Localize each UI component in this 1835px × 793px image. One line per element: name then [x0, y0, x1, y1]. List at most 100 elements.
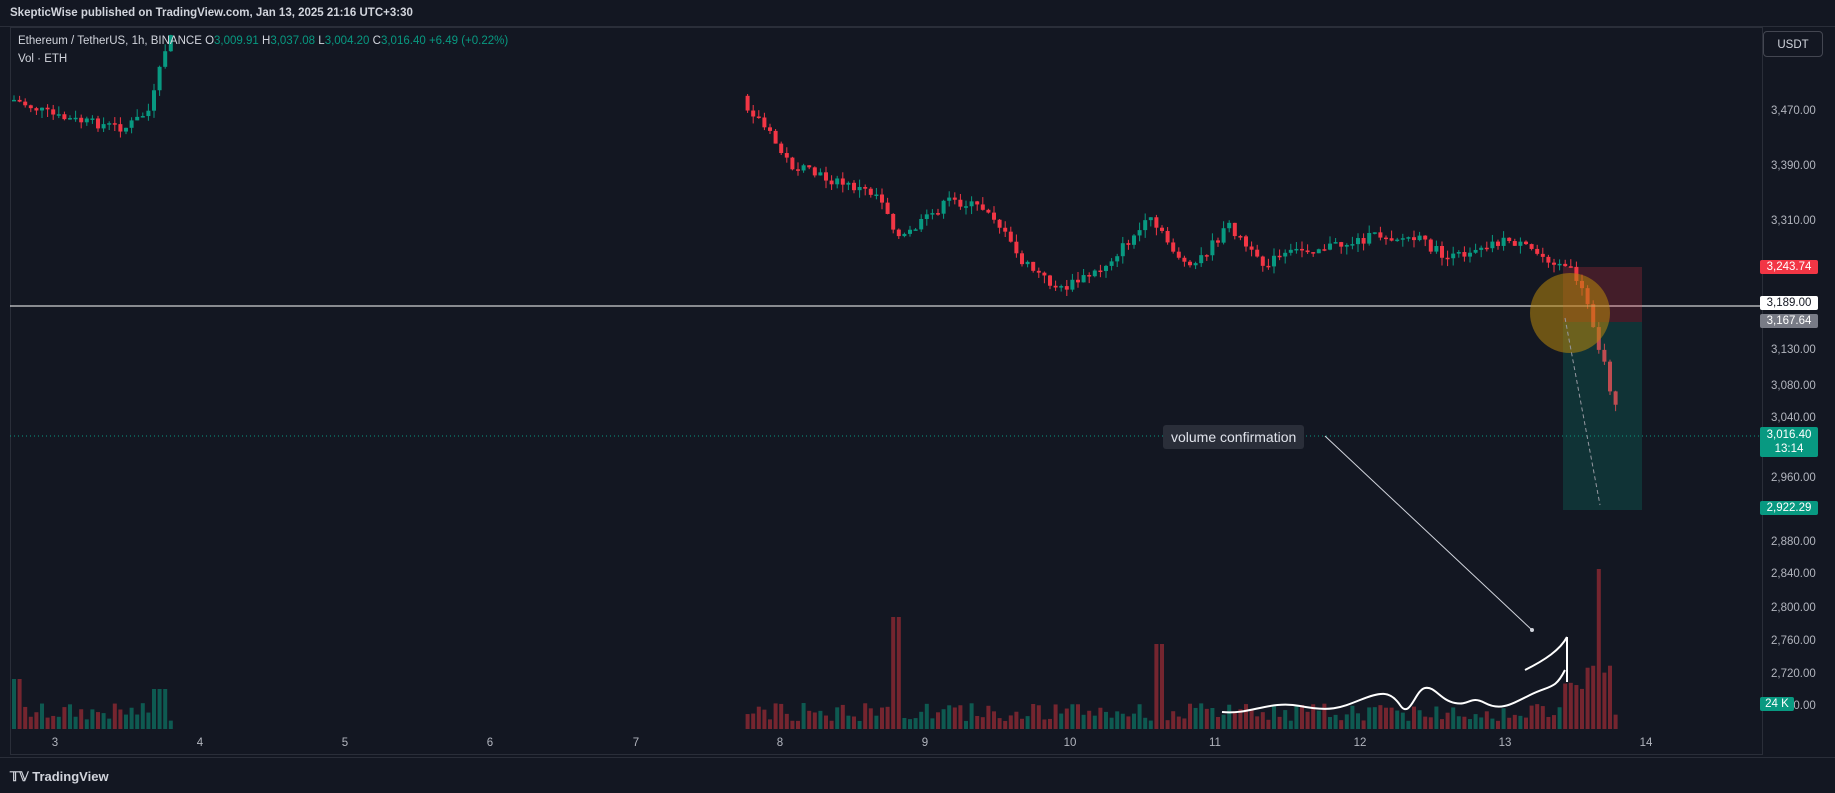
volume-bar	[1014, 711, 1019, 729]
candle-body	[1081, 275, 1086, 283]
symbol-name[interactable]: Ethereum / TetherUS, 1h, BINANCE	[18, 35, 202, 47]
x-tick-label: 10	[1064, 737, 1077, 749]
y-tick-label: 3,130.00	[1771, 344, 1816, 356]
volume-bar	[796, 720, 800, 729]
currency-button[interactable]: USDT	[1763, 31, 1823, 57]
candle-body	[986, 209, 991, 213]
callout-anchor-dot	[1530, 628, 1534, 632]
candle-body	[1160, 227, 1164, 231]
candle-body	[779, 143, 784, 154]
x-tick-label: 12	[1354, 737, 1367, 749]
candle-body	[1120, 243, 1125, 257]
candle-body	[1412, 237, 1416, 241]
volume-bar	[992, 711, 996, 729]
x-tick-label: 7	[633, 737, 639, 749]
candle-body	[818, 172, 823, 176]
candle-body	[835, 178, 840, 185]
hand-drawn-volume-wave	[1221, 669, 1566, 714]
candle-body	[1277, 255, 1282, 258]
candle-body	[1059, 286, 1064, 288]
annotation-callout[interactable]: volume confirmation	[1163, 425, 1305, 449]
low-label: L	[318, 35, 325, 47]
candle-body	[68, 118, 72, 120]
candle-body	[1328, 243, 1332, 250]
volume-bar	[1092, 715, 1097, 729]
y-tick-label: 2,840.00	[1771, 568, 1816, 580]
volume-bar	[835, 707, 840, 729]
volume-bar	[852, 716, 856, 729]
volume-bar	[1344, 714, 1349, 729]
volume-bar	[1081, 714, 1086, 729]
candle-body	[1568, 266, 1573, 268]
candle-body	[969, 201, 974, 207]
volume-bar	[118, 709, 123, 729]
volume-bar	[885, 706, 890, 729]
candle-body	[1238, 236, 1243, 238]
candle-body	[140, 116, 145, 118]
candle-body	[768, 127, 772, 131]
volume-bar	[1053, 704, 1058, 729]
volume-bar	[1277, 716, 1282, 729]
volume-bar	[975, 715, 980, 729]
volume-bar	[784, 713, 789, 729]
volume-bar	[846, 715, 851, 729]
volume-legend[interactable]: Vol · ETH	[18, 53, 68, 65]
candle-body	[1154, 217, 1159, 228]
candle-body	[885, 202, 890, 214]
high-label: H	[262, 35, 271, 47]
candle-body	[1115, 256, 1120, 262]
candle-body	[34, 108, 39, 111]
candle-body	[1148, 217, 1153, 221]
volume-bar	[857, 720, 862, 729]
target-zone	[1563, 322, 1642, 510]
volume-bar	[79, 709, 84, 729]
candle-body	[924, 214, 929, 219]
candle-body	[1199, 255, 1204, 264]
candle-body	[1540, 253, 1545, 257]
candle-body	[829, 180, 834, 185]
volume-bar	[1031, 703, 1036, 729]
candle-body	[824, 172, 828, 181]
volume-bar	[1378, 705, 1383, 729]
volume-bar	[1249, 710, 1254, 729]
volume-bar	[1473, 714, 1478, 729]
volume-bar	[1568, 682, 1573, 729]
chart-pane[interactable]	[10, 27, 1763, 755]
x-tick-label: 13	[1499, 737, 1512, 749]
tradingview-logo[interactable]: 𝕋𝕍 TradingView	[10, 769, 109, 785]
candle-body	[124, 127, 128, 132]
candle-body	[1490, 241, 1495, 249]
volume-bar	[1176, 716, 1181, 729]
volume-bar	[152, 689, 156, 729]
candle-body	[908, 229, 912, 234]
volume-bar	[745, 714, 750, 729]
high-value: 3,037.08	[270, 35, 316, 47]
stop-price-tag: 3,243.74	[1760, 260, 1818, 274]
change-value: +6.49 (+0.22%)	[428, 35, 509, 47]
volume-bar	[1104, 711, 1108, 729]
volume-bar	[1468, 719, 1472, 729]
volume-bar	[891, 617, 896, 729]
volume-bar	[1484, 711, 1489, 729]
volume-bar	[1507, 717, 1512, 729]
candle-body	[1456, 252, 1461, 254]
volume-bar	[1490, 718, 1495, 729]
volume-bar	[936, 712, 940, 729]
volume-bar	[1227, 704, 1232, 729]
volume-bar	[1020, 718, 1024, 729]
volume-bar	[17, 679, 22, 729]
y-tick-label: 3,310.00	[1771, 215, 1816, 227]
volume-bar	[952, 707, 957, 729]
volume-bar	[818, 710, 823, 729]
volume-bar	[135, 714, 140, 729]
volume-bar	[1115, 711, 1120, 729]
candle-body	[1546, 256, 1551, 263]
volume-bar	[1042, 719, 1047, 729]
volume-bar	[773, 703, 778, 729]
y-tick-label: 2,800.00	[1771, 602, 1816, 614]
volume-bar	[1148, 720, 1153, 729]
y-tick-label: 3,390.00	[1771, 160, 1816, 172]
candle-body	[807, 165, 812, 168]
volume-bar	[941, 709, 946, 729]
